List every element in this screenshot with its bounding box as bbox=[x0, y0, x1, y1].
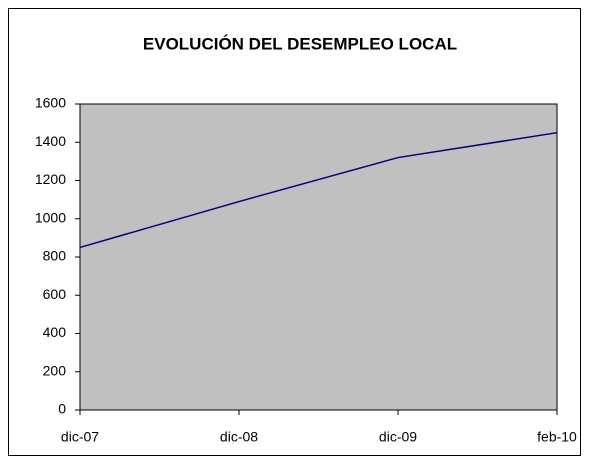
y-tick-label: 0 bbox=[58, 401, 66, 417]
y-tick-label: 1200 bbox=[35, 171, 66, 187]
y-tick-label: 1000 bbox=[35, 209, 66, 225]
x-tick-label: dic-07 bbox=[61, 429, 99, 445]
y-tick-label: 1400 bbox=[35, 133, 66, 149]
x-tick-label: feb-10 bbox=[537, 429, 577, 445]
y-tick-label: 1600 bbox=[35, 95, 66, 111]
line-series bbox=[79, 131, 558, 249]
chart-title: EVOLUCIÓN DEL DESEMPLEO LOCAL bbox=[143, 34, 457, 53]
y-tick-label: 800 bbox=[43, 248, 67, 264]
x-tick-label: dic-09 bbox=[379, 429, 417, 445]
y-tick-label: 200 bbox=[43, 362, 67, 378]
y-tick-label: 600 bbox=[43, 286, 67, 302]
x-tick-label: dic-08 bbox=[220, 429, 258, 445]
y-tick-label: 400 bbox=[43, 324, 67, 340]
plot-area bbox=[79, 103, 558, 411]
